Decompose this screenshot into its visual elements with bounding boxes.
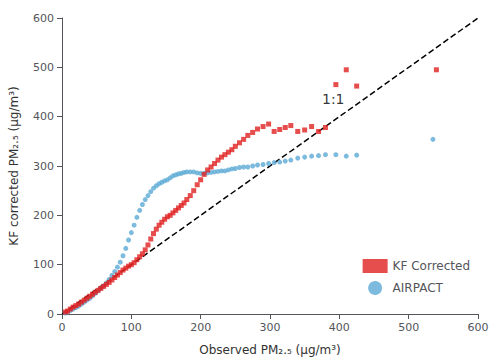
svg-text:0: 0 <box>47 308 54 321</box>
svg-text:300: 300 <box>260 321 281 334</box>
svg-text:200: 200 <box>190 321 211 334</box>
svg-text:Observed PM₂.₅ (μg/m³): Observed PM₂.₅ (μg/m³) <box>199 343 341 357</box>
svg-text:KF Corrected: KF Corrected <box>393 259 470 273</box>
svg-text:400: 400 <box>33 110 54 123</box>
svg-text:1:1: 1:1 <box>322 91 345 107</box>
svg-text:500: 500 <box>398 321 419 334</box>
svg-text:100: 100 <box>121 321 142 334</box>
svg-text:300: 300 <box>33 160 54 173</box>
svg-text:100: 100 <box>33 258 54 271</box>
svg-text:200: 200 <box>33 209 54 222</box>
svg-text:400: 400 <box>329 321 350 334</box>
svg-text:KF corrected PM₂.₅ (μg/m³): KF corrected PM₂.₅ (μg/m³) <box>7 86 21 245</box>
svg-text:600: 600 <box>33 12 54 25</box>
svg-text:0: 0 <box>59 321 66 334</box>
svg-text:AIRPACT: AIRPACT <box>393 281 444 295</box>
svg-text:500: 500 <box>33 61 54 74</box>
svg-text:600: 600 <box>468 321 489 334</box>
